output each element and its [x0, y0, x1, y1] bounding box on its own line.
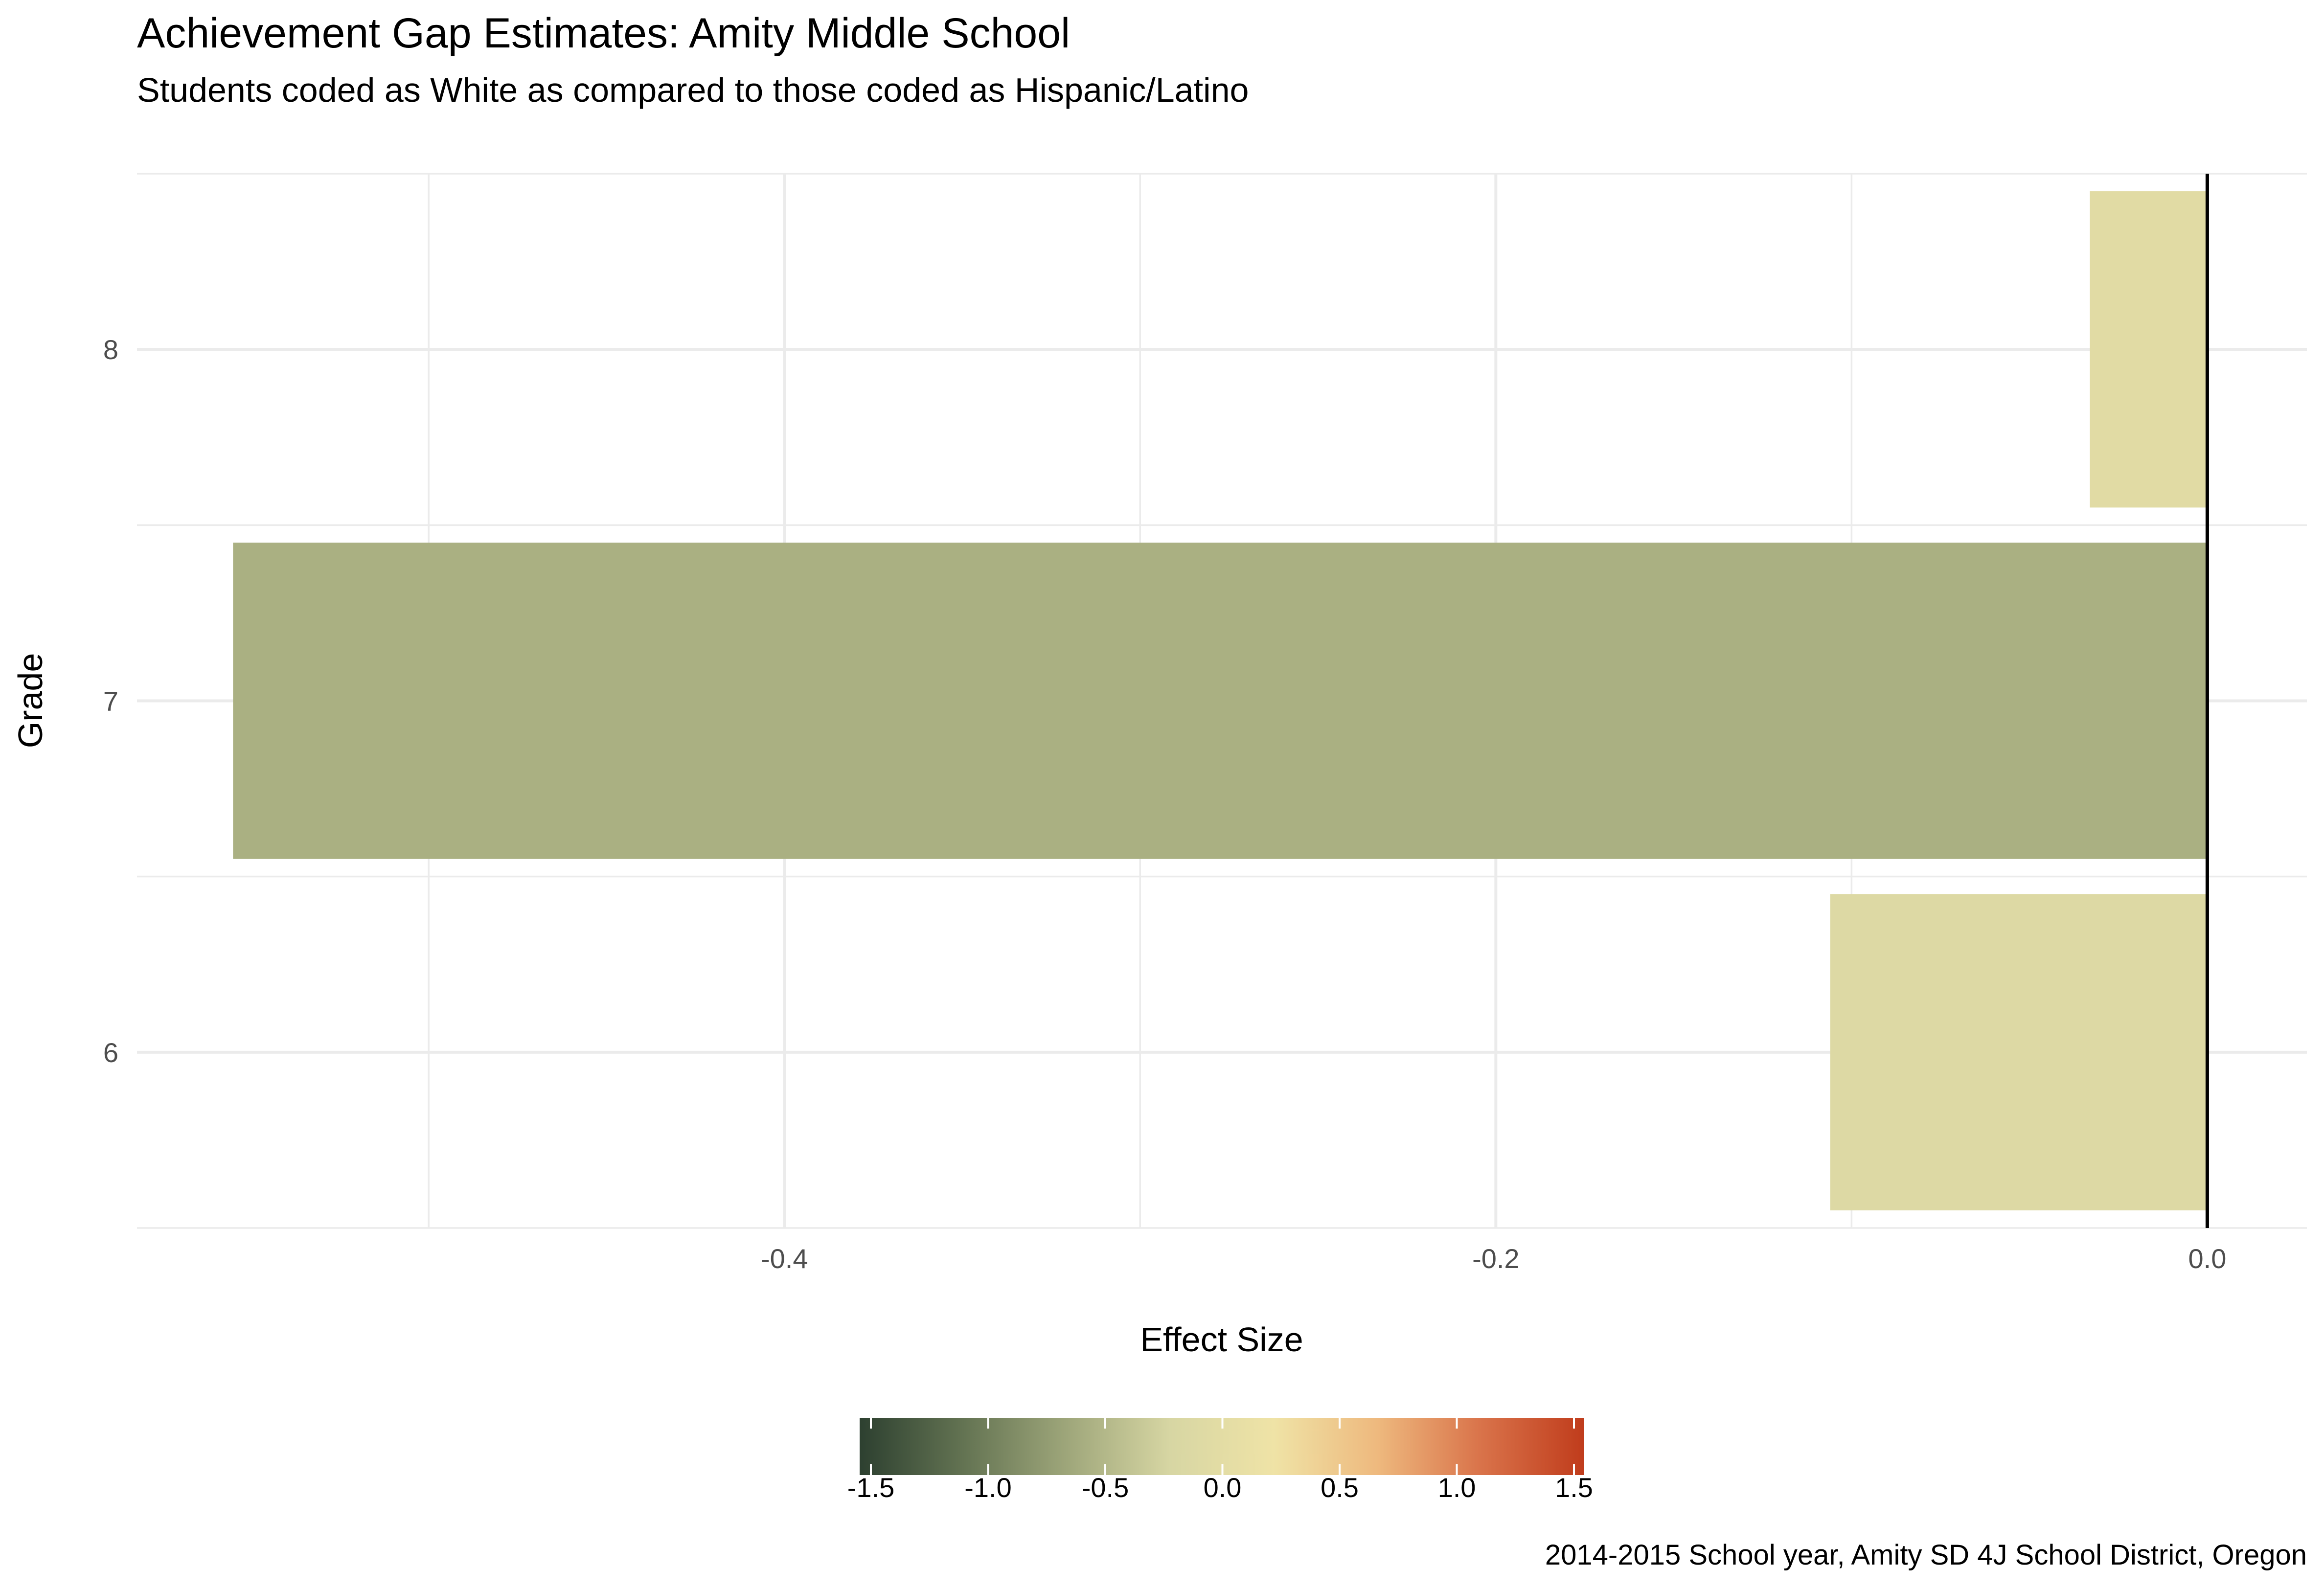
chart-caption: 2014-2015 School year, Amity SD 4J Schoo… — [1545, 1539, 2307, 1571]
bar-grade-8 — [2090, 191, 2208, 508]
colorbar-tick-label: 1.0 — [1438, 1472, 1476, 1503]
colorbar-tick-label: 0.0 — [1204, 1472, 1242, 1503]
colorbar-tick-label: -1.5 — [847, 1472, 895, 1503]
chart-subtitle: Students coded as White as compared to t… — [137, 71, 1249, 109]
bar-grade-7 — [233, 543, 2208, 859]
colorbar-tick-label: 0.5 — [1321, 1472, 1359, 1503]
bar-grade-6 — [1830, 894, 2208, 1211]
plot-panel: -0.4 -0.2 0.0 6 7 8 — [103, 173, 2307, 1274]
y-axis-title: Grade — [11, 653, 49, 749]
y-tick-label: 6 — [103, 1037, 118, 1068]
y-tick-label: 7 — [103, 686, 118, 717]
x-tick-label: -0.2 — [1472, 1243, 1520, 1274]
chart-title: Achievement Gap Estimates: Amity Middle … — [137, 10, 1070, 57]
y-tick-label: 8 — [103, 334, 118, 365]
colorbar-tick-label: -0.5 — [1082, 1472, 1129, 1503]
x-tick-label: 0.0 — [2188, 1243, 2226, 1274]
colorbar-tick-label: -1.0 — [964, 1472, 1012, 1503]
colorbar-tick-label: 1.5 — [1555, 1472, 1593, 1503]
colorbar-legend: -1.5 -1.0 -0.5 0.0 0.5 1.0 1.5 — [847, 1418, 1593, 1503]
x-axis-title: Effect Size — [1140, 1320, 1303, 1359]
x-tick-label: -0.4 — [761, 1243, 808, 1274]
